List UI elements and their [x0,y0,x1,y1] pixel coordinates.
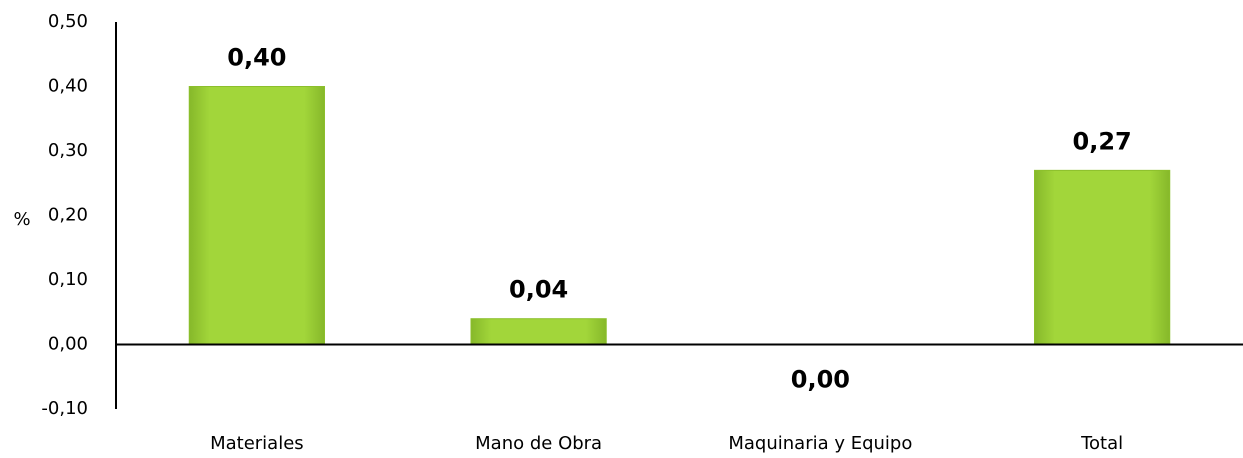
value-label: 0,40 [227,44,286,72]
y-tick-label: 0,20 [48,205,88,226]
y-tick-label: 0,50 [48,11,88,32]
x-tick-label: Maquinaria y Equipo [728,433,912,454]
value-label: 0,27 [1073,127,1132,155]
y-tick-label: 0,10 [48,269,88,290]
bar [188,86,325,345]
x-tick-label: Materiales [210,433,304,454]
y-tick-label: 0,40 [48,76,88,97]
bar [1034,169,1171,345]
value-label: 0,04 [509,276,568,304]
y-axis-label: % [13,209,30,230]
value-label: 0,00 [791,366,850,394]
x-tick-label: Total [1080,433,1123,454]
y-tick-label: -0,10 [41,398,88,419]
bar [470,318,607,346]
y-tick-label: 0,30 [48,140,88,161]
x-tick-label: Mano de Obra [475,433,602,454]
y-tick-label: 0,00 [48,334,88,355]
